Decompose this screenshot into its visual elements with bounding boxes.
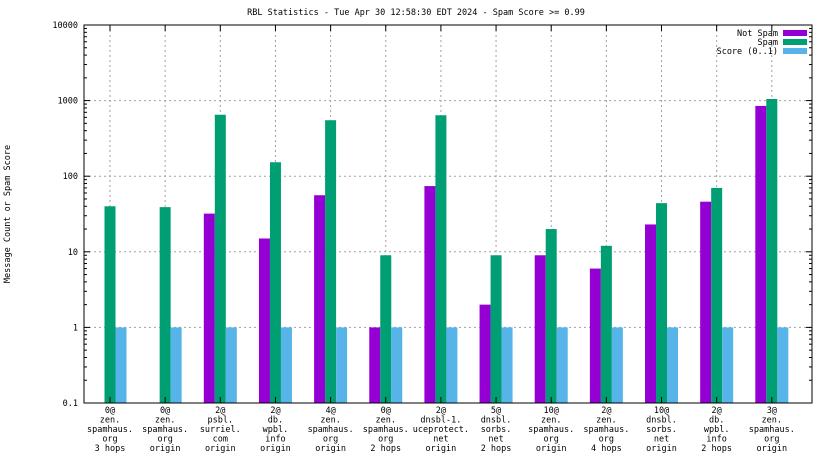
y-tick-label: 0.1 [63,399,78,409]
bar-spam [766,98,778,403]
bar-spam [656,203,668,403]
y-tick-label: 1000 [58,97,78,107]
chart-title: RBL Statistics - Tue Apr 30 12:58:30 EDT… [247,8,585,18]
x-tick-label: 2@ psbl. surriel. com origin [200,406,241,454]
x-tick-label: 2@ db. wpbl. info 2 hops [701,406,732,454]
bar-score-0-1 [722,327,734,403]
bar-not-spam [700,201,712,403]
bar-not-spam [589,268,601,403]
bar-score-0-1 [391,327,403,403]
bar-not-spam [534,255,546,403]
x-tick-label: 4@ zen. spamhaus. org origin [308,406,354,454]
bar-score-0-1 [667,327,679,403]
bar-not-spam [645,224,657,403]
bar-spam [435,115,447,403]
x-tick-label: 2@ db. wpbl. info origin [260,406,291,454]
bar-score-0-1 [446,327,458,403]
x-tick-label: 0@ zen. spamhaus. org 2 hops [363,406,409,454]
bar-spam [104,206,116,403]
y-tick-label: 10 [68,248,78,258]
bar-score-0-1 [280,327,292,403]
legend-swatch [783,30,807,36]
y-tick-label: 10000 [52,21,78,31]
bar-spam [214,114,226,404]
bar-score-0-1 [115,327,127,403]
x-tick-label: 5@ dnsbl. sorbs. net 2 hops [481,406,512,454]
bar-score-0-1 [501,327,513,403]
bar-not-spam [314,195,326,403]
x-tick-label: 2@ zen. spamhaus. org 4 hops [583,406,629,454]
bar-spam [269,162,281,403]
bar-spam [380,255,392,403]
legend-label: Not Spam [737,29,778,39]
x-tick-label: 10@ dnsbl. sorbs. net origin [646,406,677,454]
bar-not-spam [203,213,215,403]
bar-not-spam [258,238,270,403]
bar-spam [159,207,171,403]
bar-score-0-1 [556,327,568,403]
bar-not-spam [755,105,767,404]
plot-frame [83,24,813,404]
legend-swatch [783,39,807,45]
legend-label: Spam [758,38,778,48]
y-tick-label: 100 [63,172,78,182]
bars [104,98,789,404]
x-tick-label: 2@ dnsbl-1. uceprotect. net origin [413,406,469,454]
bar-score-0-1 [336,327,348,403]
bar-spam [325,120,337,404]
x-tick-label: 10@ zen. spamhaus. org origin [528,406,574,454]
bar-score-0-1 [777,327,789,403]
bar-spam [490,255,502,403]
x-tick-label: 0@ zen. spamhaus. org 3 hops [87,406,133,454]
bar-score-0-1 [225,327,237,403]
legend-swatch [783,48,807,54]
bar-not-spam [479,304,491,403]
bar-spam [711,187,723,403]
bar-score-0-1 [170,327,182,403]
x-tick-label: 3@ zen. spamhaus. org origin [749,406,795,454]
bar-score-0-1 [611,327,623,403]
bar-not-spam [424,186,436,403]
bar-spam [600,245,612,403]
bar-spam [545,229,557,403]
y-tick-label: 1 [73,323,78,333]
y-axis-label: Message Count or Spam Score [3,145,13,283]
bar-not-spam [369,327,381,403]
x-tick-label: 0@ zen. spamhaus. org origin [142,406,188,454]
legend-label: Score (0..1) [717,47,778,57]
y-ticks: 0.1 1 10 100 1000 10000 [52,21,812,409]
